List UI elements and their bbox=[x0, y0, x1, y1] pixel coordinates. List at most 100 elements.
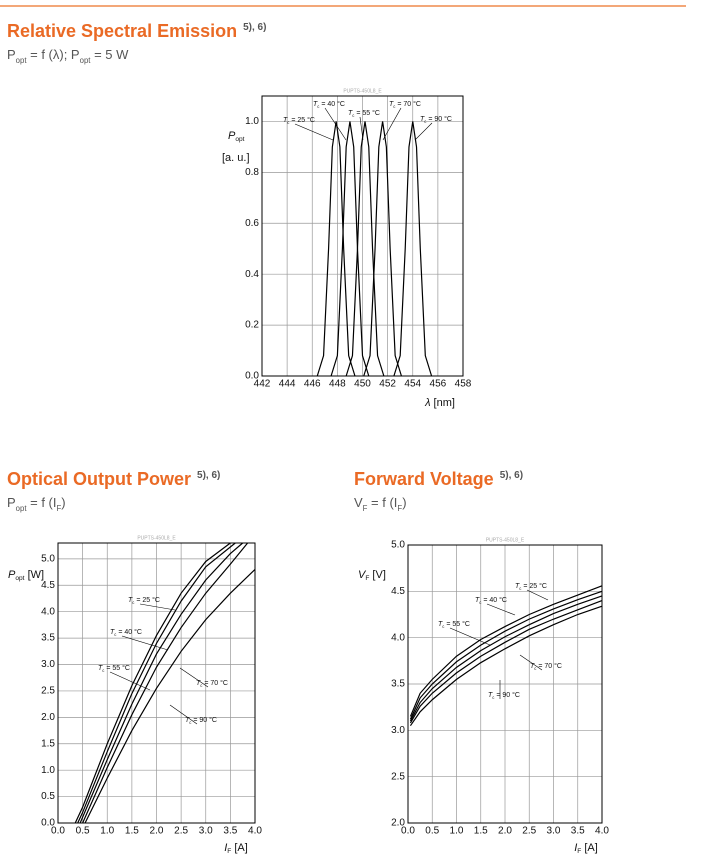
y-tick-label: 5.0 bbox=[391, 540, 405, 551]
curve bbox=[363, 121, 403, 377]
curve-label-sub: c bbox=[287, 120, 289, 125]
y-tick-label: 0.5 bbox=[41, 791, 55, 802]
leader-line bbox=[359, 116, 364, 141]
y-tick-label: 1.0 bbox=[245, 116, 259, 127]
y-tick-label: 0.0 bbox=[41, 818, 55, 829]
leader-line bbox=[324, 107, 347, 141]
y-tick-label: 3.5 bbox=[41, 633, 55, 644]
x-axis-label: IF [A] bbox=[224, 842, 248, 855]
x-tick-label: 0.5 bbox=[425, 826, 439, 837]
y-tick-label: 0.8 bbox=[245, 167, 259, 178]
curve-label: Tc = 55 °C bbox=[438, 620, 470, 629]
curve-label: Tc = 70 °C bbox=[196, 679, 228, 688]
curve-label-text: = 70 °C bbox=[202, 679, 228, 687]
curve-label-sub: c bbox=[442, 624, 444, 629]
x-axis-label-sub: F bbox=[577, 848, 581, 855]
y-axis-label-text: [V] bbox=[369, 569, 386, 581]
y-tick-label: 0.4 bbox=[245, 269, 259, 280]
curve-label-text: T bbox=[475, 597, 480, 604]
curve-label-text: T bbox=[98, 665, 103, 672]
curve-label-text: T bbox=[110, 629, 115, 636]
x-tick-label: 3.0 bbox=[199, 826, 213, 837]
y-tick-label: 0.0 bbox=[245, 371, 259, 382]
x-tick-label: 2.5 bbox=[522, 826, 536, 837]
leader-line bbox=[294, 123, 334, 141]
section-subtitle-text: P bbox=[7, 495, 16, 510]
curve-label-text: T bbox=[185, 717, 190, 724]
leader-line bbox=[519, 654, 543, 671]
leader-line bbox=[526, 589, 549, 601]
y-tick-label: 1.5 bbox=[41, 738, 55, 749]
y-axis-label-sub: F bbox=[365, 575, 369, 582]
curve-label-sub: c bbox=[200, 683, 202, 688]
curve bbox=[74, 542, 231, 824]
curve bbox=[393, 121, 433, 377]
x-tick-label: 3.0 bbox=[547, 826, 561, 837]
curve-label-text: T bbox=[530, 663, 535, 670]
section-subtitle-text: ) bbox=[61, 495, 65, 510]
y-tick-label: 3.0 bbox=[391, 725, 405, 736]
curve-label-sub: c bbox=[393, 104, 395, 109]
y-tick-label: 0.2 bbox=[245, 320, 259, 331]
x-tick-label: 3.5 bbox=[571, 826, 585, 837]
curve-label: Tc = 55 °C bbox=[348, 109, 380, 118]
curve-label: Tc = 70 °C bbox=[389, 100, 421, 109]
x-tick-label: 1.5 bbox=[474, 826, 488, 837]
curve-label-text: T bbox=[348, 110, 353, 117]
y-tick-label: 3.0 bbox=[41, 659, 55, 670]
section-title-text: Relative Spectral Emission bbox=[7, 21, 237, 41]
x-tick-label: 1.0 bbox=[450, 826, 464, 837]
curve-label: Tc = 70 °C bbox=[530, 662, 562, 671]
title-note: 5), 6) bbox=[243, 22, 266, 33]
curve-label: Tc = 40 °C bbox=[313, 100, 345, 109]
x-tick-label: 450 bbox=[354, 379, 371, 390]
leader-line bbox=[449, 627, 491, 646]
plot-frame bbox=[407, 544, 603, 824]
curve-label-text: = 55 °C bbox=[104, 664, 130, 672]
curve bbox=[409, 585, 603, 717]
leader-line bbox=[139, 603, 176, 611]
curve-label-text: = 55 °C bbox=[444, 620, 470, 628]
plot-frame bbox=[261, 95, 464, 377]
section-subtitle-text: = 5 W bbox=[90, 47, 129, 62]
curve-label-text: T bbox=[420, 116, 425, 123]
x-tick-label: 0.5 bbox=[76, 826, 90, 837]
section-title-text: Forward Voltage bbox=[354, 469, 494, 489]
curve-label: Tc = 90 °C bbox=[420, 115, 452, 124]
y-tick-label: 4.0 bbox=[391, 632, 405, 643]
x-axis-label-text: I bbox=[574, 842, 577, 854]
leader-line bbox=[486, 603, 516, 616]
curve-label-text: T bbox=[283, 117, 288, 124]
title-note: 5), 6) bbox=[197, 470, 220, 481]
curve-label: Tc = 90 °C bbox=[488, 691, 520, 700]
section-subtitle: Popt = f (IF) bbox=[7, 495, 66, 512]
section-subtitle-sub: F bbox=[57, 504, 62, 513]
x-tick-label: 444 bbox=[279, 379, 296, 390]
leader-line bbox=[109, 671, 151, 691]
x-axis-label-text: [A] bbox=[231, 842, 248, 854]
x-tick-label: 4.0 bbox=[595, 826, 609, 837]
x-tick-label: 2.0 bbox=[150, 826, 164, 837]
title-note: 5), 6) bbox=[500, 470, 523, 481]
curve bbox=[409, 595, 603, 722]
section-subtitle-sub: F bbox=[363, 504, 368, 513]
section-subtitle-sub: opt bbox=[16, 504, 28, 513]
curve-label-text: T bbox=[196, 680, 201, 687]
curve bbox=[409, 590, 603, 720]
x-tick-label: 0.0 bbox=[401, 826, 415, 837]
section-title: Optical Output Power 5), 6) bbox=[7, 469, 220, 489]
section-subtitle-sub: opt bbox=[80, 56, 92, 65]
x-tick-label: 456 bbox=[430, 379, 447, 390]
leader-line bbox=[414, 122, 433, 141]
y-axis-label-sub: opt bbox=[235, 136, 244, 143]
curve-label-text: = 25 °C bbox=[521, 582, 547, 590]
y-axis-label: Popt bbox=[228, 130, 245, 143]
y-tick-label: 4.0 bbox=[41, 606, 55, 617]
section-subtitle-text: ) bbox=[402, 495, 406, 510]
curve-label-text: = 70 °C bbox=[536, 662, 562, 670]
plot-frame bbox=[57, 542, 256, 824]
curve bbox=[409, 605, 603, 727]
leader-line bbox=[169, 704, 198, 725]
